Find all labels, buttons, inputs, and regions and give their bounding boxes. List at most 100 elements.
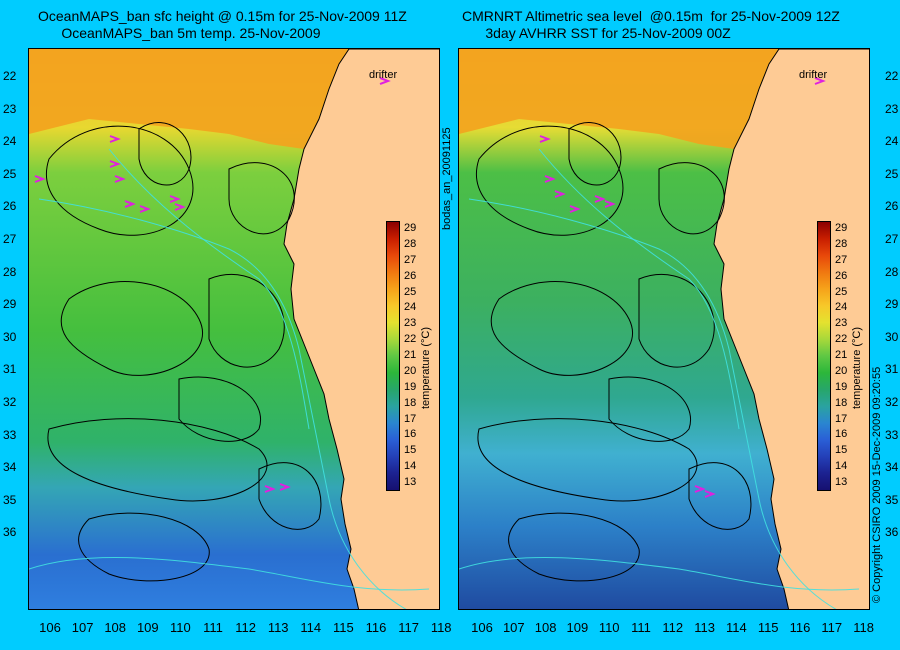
colorbar-tick-label: 19 [835, 380, 848, 393]
colorbar-tick-label: 18 [404, 396, 417, 409]
colorbar-tick-label: 29 [835, 222, 848, 234]
ssh-contour [45, 125, 194, 236]
ssh-contour [475, 125, 624, 236]
northern-coast-region [459, 49, 779, 149]
ssh-contour [508, 512, 640, 582]
ssh-contour [638, 273, 715, 368]
lon-label-left: 108 [104, 620, 127, 635]
ssh-contour [208, 273, 285, 368]
lat-label-left: 23 [3, 101, 17, 116]
colorbar-tick-label: 27 [835, 253, 848, 266]
drifter-marker [264, 485, 276, 493]
drifter-marker [279, 483, 291, 491]
northern-coast-region [29, 49, 349, 149]
drifter-marker [169, 195, 181, 203]
colorbar-title: temperature (°C) [420, 326, 432, 409]
drifter-legend-label: drifter [369, 69, 398, 81]
lon-label-left: 111 [203, 620, 223, 635]
ssh-contour [608, 376, 691, 442]
lon-label-right: 115 [757, 620, 779, 635]
lon-label-right: 118 [853, 620, 874, 635]
ssh-contour [258, 462, 322, 530]
lon-label-left: 117 [398, 620, 419, 635]
colorbar-tick-label: 16 [404, 428, 417, 441]
left-panel-title: OceanMAPS_ban sfc height @ 0.15m for 25-… [38, 8, 407, 42]
left-title-line2: OceanMAPS_ban 5m temp. 25-Nov-2009 [61, 25, 321, 41]
drifter-marker [604, 200, 616, 208]
lat-label-right: 35 [885, 492, 899, 507]
lat-label-left: 24 [3, 134, 17, 149]
colorbar-tick-label: 21 [404, 349, 417, 362]
drifter-marker [594, 195, 606, 203]
colorbar-tick-label: 23 [835, 317, 848, 330]
drifter-marker [554, 190, 566, 198]
colorbar-tick-label: 13 [404, 476, 417, 489]
colorbar-tick-label: 15 [835, 444, 848, 457]
land-mask [283, 49, 439, 609]
lon-label-right: 108 [534, 620, 557, 635]
temperature-colorbar [386, 221, 400, 491]
drifter-marker [139, 205, 151, 213]
lon-label-left: 114 [300, 620, 322, 635]
lat-label-right: 25 [885, 166, 899, 181]
lat-label-right: 31 [885, 362, 899, 377]
ssh-contour [47, 418, 268, 502]
colorbar-tick-label: 21 [835, 349, 848, 362]
drifter-legend-label: drifter [799, 69, 828, 81]
right-title-line2: 3day AVHRR SST for 25-Nov-2009 00Z [485, 25, 731, 41]
ssh-contour [688, 462, 752, 530]
drifter-marker [694, 485, 706, 493]
lon-label-right: 110 [598, 620, 620, 635]
drifter-track [468, 198, 837, 609]
lat-label-right: 34 [885, 460, 899, 475]
left-map: drifter 29 28 27 26 25 24 23 22 21 20 19 18 17 16 15 14 1… [28, 48, 440, 610]
lat-label-right: 29 [885, 297, 899, 312]
lat-label-left: 26 [3, 199, 17, 214]
colorbar-tick-label: 26 [835, 269, 848, 282]
lon-label-left: 118 [430, 620, 452, 635]
lat-label-left: 29 [3, 297, 17, 312]
colorbar-tick-label: 25 [835, 285, 848, 298]
lon-label-left: 110 [170, 620, 191, 635]
lat-label-left: 33 [3, 427, 17, 442]
lat-label-right: 27 [885, 232, 899, 246]
colorbar-tick-label: 23 [404, 317, 417, 330]
lat-label-right: 28 [885, 264, 899, 279]
colorbar-tick-label: 28 [404, 237, 417, 250]
drifter-track [29, 556, 430, 591]
lon-label-right: 113 [694, 620, 715, 635]
colorbar-tick-label: 20 [835, 364, 848, 377]
lon-label-right: 116 [789, 620, 811, 635]
colorbar-tick-label: 20 [404, 364, 417, 377]
colorbar-tick-label: 13 [835, 476, 848, 489]
left-title-line1: OceanMAPS_ban sfc height @ 0.15m for 25-… [38, 8, 407, 24]
colorbar-tick-label: 24 [404, 301, 417, 314]
drifter-track [538, 148, 740, 430]
copyright-label: © Copyright CSIRO 2009 15-Dec-2009 09:20… [871, 366, 883, 603]
lon-label-left: 107 [71, 620, 94, 635]
ssh-contour [138, 122, 192, 186]
colorbar-tick-label: 14 [835, 460, 848, 473]
ssh-contour [568, 122, 622, 186]
drifter-marker [109, 160, 121, 168]
lat-label-left: 30 [3, 329, 17, 344]
drifter-marker [114, 175, 126, 183]
sst-map-svg [459, 49, 869, 609]
lon-label-right: 114 [726, 620, 747, 635]
ssh-contour [228, 162, 295, 235]
ssh-contour [490, 281, 633, 376]
temperature-colorbar [817, 221, 831, 491]
drifter-marker [124, 200, 136, 208]
lat-label-left: 32 [3, 395, 17, 409]
colorbar-tick-label: 28 [835, 237, 848, 250]
colorbar-title: temperature (°C) [851, 326, 863, 409]
lat-label-left: 27 [3, 232, 17, 246]
colorbar-tick-label: 22 [404, 333, 417, 346]
drifter-marker [539, 135, 551, 143]
ssh-contour [178, 376, 261, 442]
drifter-marker [109, 135, 121, 143]
drifter-track [459, 556, 860, 591]
lon-label-right: 106 [471, 620, 493, 635]
colorbar-tick-label: 22 [835, 333, 848, 346]
lat-label-right: 36 [885, 525, 899, 540]
